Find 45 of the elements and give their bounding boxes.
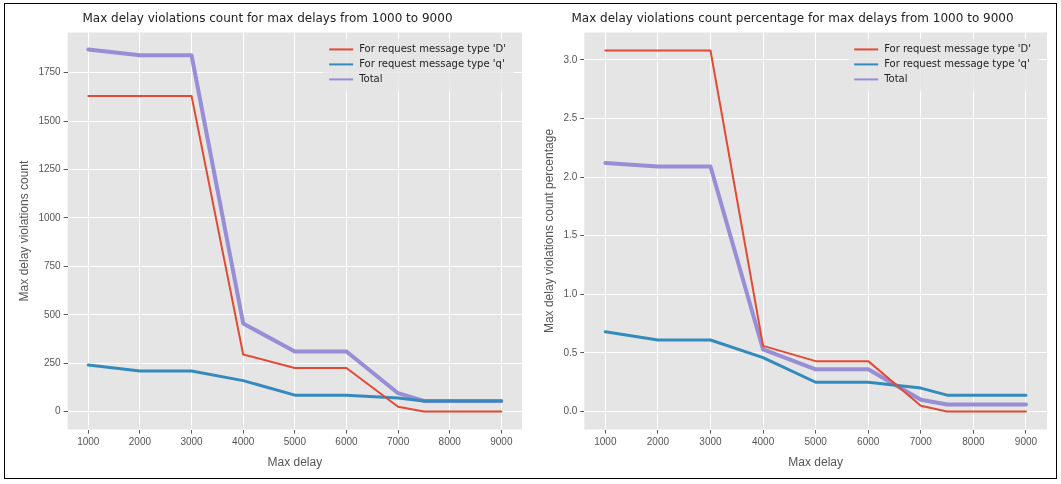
x-tick-label: 6000 bbox=[857, 436, 880, 448]
y-tick-label: 0.0 bbox=[563, 405, 578, 417]
x-tick-label: 9000 bbox=[1014, 436, 1038, 448]
x-tick-label: 3000 bbox=[180, 436, 204, 448]
chart-title: Max delay violations count percentage for max delays from 1000 to 9000 bbox=[571, 11, 1014, 26]
x-tick-label: 5000 bbox=[804, 436, 828, 448]
y-tick-label: 0 bbox=[55, 405, 62, 417]
y-tick-label: 250 bbox=[43, 356, 62, 368]
y-tick-label: 3.0 bbox=[563, 53, 578, 65]
y-tick-label: 1250 bbox=[38, 163, 62, 175]
y-tick-label: 2.0 bbox=[563, 170, 578, 182]
x-axis-title: Max delay bbox=[788, 455, 843, 470]
chart-title: Max delay violations count for max delays from 1000 to 9000 bbox=[82, 11, 453, 26]
x-tick-label: 4000 bbox=[751, 436, 775, 448]
x-tick-label: 5000 bbox=[283, 436, 307, 448]
x-tick-label: 6000 bbox=[335, 436, 359, 448]
x-tick-label: 3000 bbox=[699, 436, 723, 448]
y-axis-title: Max delay violations count percentage bbox=[541, 128, 556, 334]
y-tick-label: 1500 bbox=[38, 114, 62, 126]
x-tick-label: 1000 bbox=[77, 436, 100, 448]
y-tick-label: 1.0 bbox=[563, 288, 578, 300]
x-tick-label: 7000 bbox=[909, 436, 933, 448]
legend-label: Total bbox=[883, 72, 908, 84]
y-tick-label: 500 bbox=[43, 308, 62, 320]
x-tick-label: 8000 bbox=[438, 436, 462, 448]
legend-label: For request message type 'D' bbox=[359, 42, 507, 54]
y-tick-label: 1.5 bbox=[563, 229, 578, 241]
legend-label: For request message type 'q' bbox=[359, 57, 505, 69]
y-axis-title: Max delay violations count bbox=[16, 159, 31, 302]
x-tick-label: 9000 bbox=[490, 436, 513, 448]
legend-label: For request message type 'D' bbox=[884, 42, 1032, 54]
x-tick-label: 4000 bbox=[232, 436, 255, 448]
x-axis-title: Max delay bbox=[267, 455, 323, 470]
legend-label: Total bbox=[358, 72, 383, 84]
x-tick-label: 7000 bbox=[386, 436, 410, 448]
y-tick-label: 0.5 bbox=[563, 346, 578, 358]
x-tick-label: 1000 bbox=[594, 436, 617, 448]
y-tick-label: 1000 bbox=[38, 211, 62, 223]
y-tick-label: 1750 bbox=[38, 66, 62, 78]
y-tick-label: 750 bbox=[43, 260, 62, 272]
x-tick-label: 2000 bbox=[128, 436, 152, 448]
x-tick-label: 8000 bbox=[962, 436, 985, 448]
x-tick-label: 2000 bbox=[646, 436, 670, 448]
y-tick-label: 2.5 bbox=[563, 112, 578, 124]
legend-label: For request message type 'q' bbox=[884, 57, 1030, 69]
